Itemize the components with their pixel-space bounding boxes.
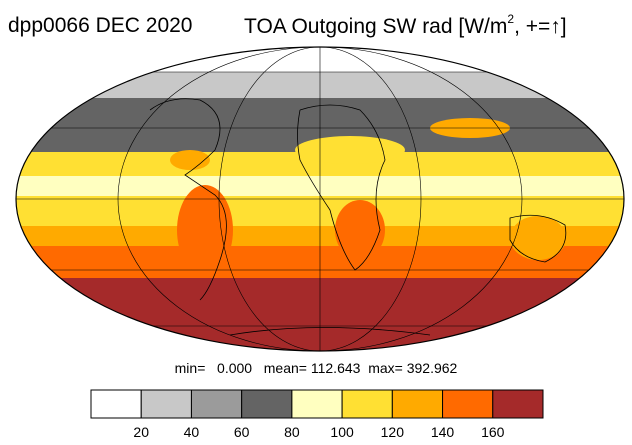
map-field: [16, 47, 624, 351]
graticule: [16, 47, 624, 351]
max-value: 392.962: [406, 360, 458, 376]
colorbar-swatch-7: [442, 389, 494, 419]
patch-australia: [510, 216, 566, 260]
title-exponent: 2: [507, 12, 515, 26]
min-label: min=: [174, 360, 206, 376]
colorbar-tick-label: 160: [481, 424, 505, 440]
colorbar-tick-label: 100: [330, 424, 354, 440]
colorbar-swatch-3: [241, 389, 293, 419]
colorbar-swatch-5: [341, 389, 393, 419]
globe-outline: [15, 46, 625, 352]
title-right-close: ]: [560, 15, 567, 38]
up-arrow-icon: ↑: [550, 15, 561, 38]
colorbar-tick-label: 140: [430, 424, 455, 440]
colorbar-swatch-6: [391, 389, 444, 419]
colorbar: [90, 389, 544, 419]
coastlines: [149, 98, 567, 336]
stats-line: min= 0.000 mean= 112.643 max= 392.962: [0, 360, 632, 376]
title-right-suffix: , +=: [514, 15, 551, 38]
title-right: TOA Outgoing SW rad [W/m2, +=↑]: [244, 12, 567, 39]
patch-southern-africa: [335, 200, 385, 260]
colorbar-tick-label: 80: [284, 424, 300, 440]
colorbar-swatch-4: [291, 389, 343, 419]
band-equator: [16, 176, 624, 198]
colorbar-tick-label: 40: [183, 424, 200, 440]
patch-central-america: [170, 150, 210, 170]
max-label: max=: [368, 360, 403, 376]
colorbar-tick-label: 20: [133, 424, 149, 440]
colorbar-swatch-2: [190, 389, 243, 419]
colorbar-tick-label: 60: [233, 424, 250, 440]
min-value: 0.000: [217, 360, 253, 376]
mean-value: 112.643: [310, 360, 361, 376]
colorbar-swatch-1: [140, 389, 192, 419]
band-southern-ocean: [16, 278, 624, 351]
mean-label: mean=: [263, 360, 307, 376]
patch-south-america: [177, 185, 233, 275]
patch-sahara: [295, 136, 405, 164]
colorbar-swatch-8: [492, 389, 544, 419]
title-left: dpp0066 DEC 2020: [8, 14, 193, 37]
colorbar-tick-label: 120: [380, 424, 404, 440]
title-right-prefix: TOA Outgoing SW rad [W/m: [244, 15, 508, 38]
colorbar-swatch-0: [90, 389, 142, 419]
